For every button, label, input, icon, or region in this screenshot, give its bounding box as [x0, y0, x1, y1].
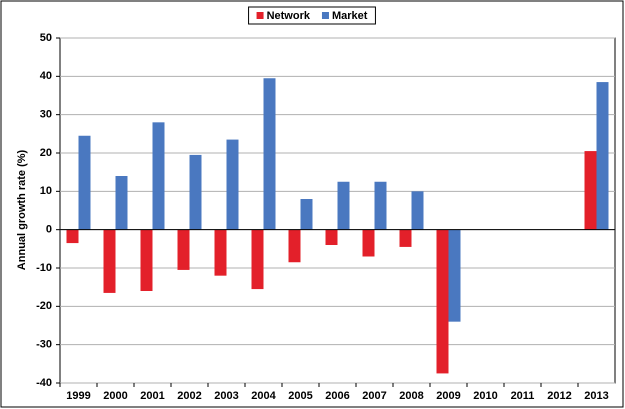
bar: [584, 151, 597, 230]
x-tick-label: 2001: [140, 390, 164, 402]
y-tick-label: -20: [36, 300, 52, 312]
legend-swatch: [256, 12, 264, 19]
bar: [66, 229, 79, 244]
x-tick-label: 2009: [436, 390, 460, 402]
x-tick-label: 2003: [214, 390, 238, 402]
bar: [362, 229, 375, 257]
bar: [78, 135, 91, 230]
y-tick-label: 0: [46, 224, 52, 236]
y-tick-label: 40: [40, 70, 52, 82]
bar: [300, 199, 313, 230]
x-tick-label: 2007: [362, 390, 386, 402]
bar: [152, 122, 165, 230]
y-tick-label: 10: [40, 185, 52, 197]
bar: [103, 229, 116, 293]
bar: [226, 139, 239, 230]
legend-label: Market: [332, 10, 368, 22]
bar: [374, 181, 387, 230]
legend-label: Network: [267, 10, 311, 22]
bar: [115, 176, 128, 230]
bar: [140, 229, 153, 291]
legend-box: [248, 6, 376, 25]
y-tick-label: -30: [36, 339, 52, 351]
bar: [214, 229, 227, 276]
y-tick-label: -10: [36, 262, 52, 274]
y-tick-label: -40: [36, 377, 52, 389]
y-axis-label: Annual growth rate (%): [16, 149, 28, 270]
x-tick-label: 2006: [325, 390, 349, 402]
x-tick-label: 2008: [399, 390, 423, 402]
y-tick-label: 20: [40, 147, 52, 159]
x-tick-label: 2010: [473, 390, 497, 402]
y-tick-label: 30: [40, 109, 52, 121]
x-tick-label: 2013: [584, 390, 608, 402]
x-tick-label: 2005: [288, 390, 312, 402]
bar: [411, 191, 424, 230]
x-tick-label: 2011: [511, 390, 535, 402]
y-tick-label: 50: [40, 32, 52, 44]
bar: [436, 229, 449, 374]
bar: [177, 229, 190, 270]
x-tick-label: 2000: [103, 390, 127, 402]
x-tick-label: 2004: [251, 390, 276, 402]
legend-swatch: [321, 12, 329, 19]
x-tick-label: 2012: [547, 390, 571, 402]
bar: [596, 82, 609, 230]
bar: [189, 154, 202, 230]
x-tick-label: 2002: [177, 390, 201, 402]
bar: [263, 78, 276, 230]
bar: [448, 229, 461, 322]
bar: [288, 229, 301, 263]
bar: [325, 229, 338, 245]
bar: [399, 229, 412, 247]
bar: [337, 181, 350, 230]
x-tick-label: 1999: [66, 390, 90, 402]
bar: [251, 229, 264, 290]
